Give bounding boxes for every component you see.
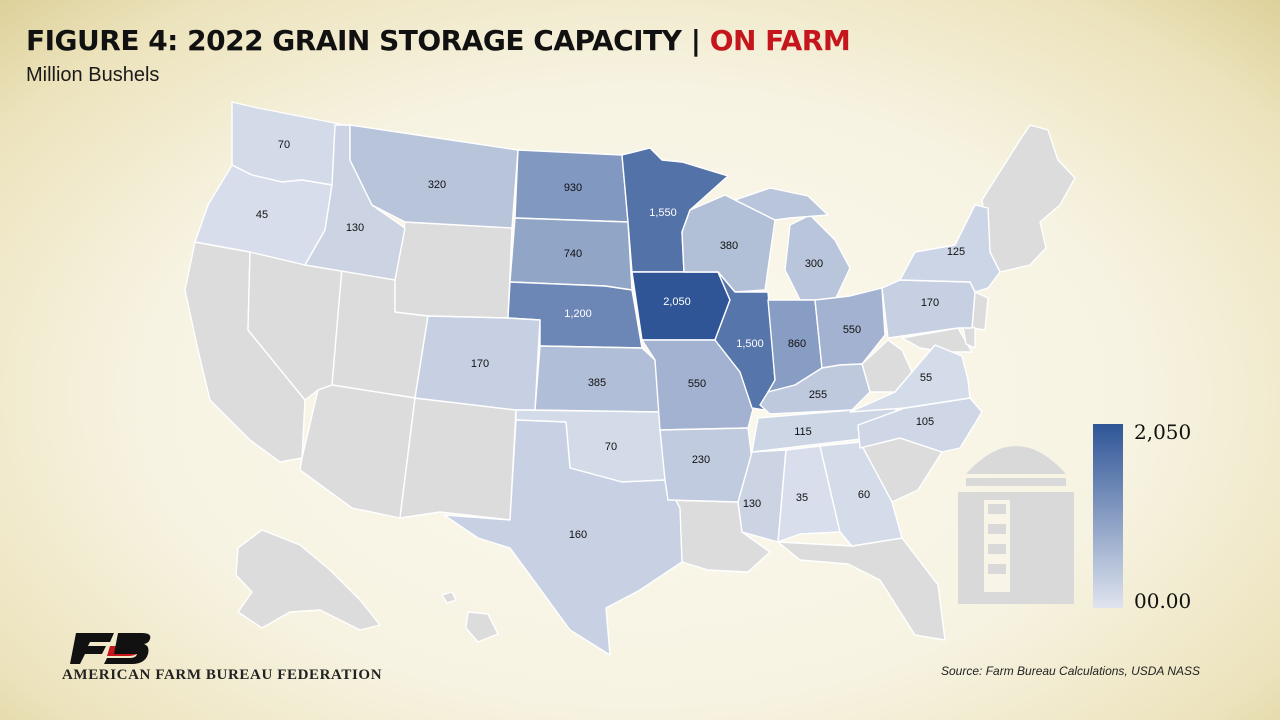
state-value-pa: 170 [921,297,939,309]
state-mi [784,214,851,301]
afbf-logo-icon [70,633,151,664]
title-main: FIGURE 4: 2022 GRAIN STORAGE CAPACITY | [26,24,701,57]
title-accent: ON FARM [709,24,851,57]
state-wy [394,221,513,319]
state-value-nc: 105 [916,416,934,428]
state-value-co: 170 [471,358,489,370]
state-nm [399,397,517,521]
state-ny [899,204,1001,293]
state-ms [737,449,787,543]
subtitle: Million Bushels [26,64,160,86]
data-states [194,101,1001,656]
state-value-mo: 550 [688,378,706,390]
state-value-mn: 1,550 [649,207,677,219]
state-value-tx: 160 [569,529,587,541]
state-va [849,344,971,413]
state-ak [235,529,381,631]
state-value-va: 55 [920,372,932,384]
state-hi [441,591,457,604]
state-hi-2 [465,611,499,643]
state-al [777,445,841,543]
state-value-ia: 2,050 [663,296,691,308]
state-value-nd: 930 [564,182,582,194]
state-value-ok: 70 [605,441,617,453]
legend-color-scale [1093,424,1123,608]
state-value-in: 860 [788,338,806,350]
state-fl [777,537,946,641]
legend-min-label: 00.00 [1134,589,1192,613]
state-ky [759,363,871,415]
state-az [299,384,416,519]
state-value-ga: 60 [858,489,870,501]
state-il [714,271,776,411]
organization-name: AMERICAN FARM BUREAU FEDERATION [62,667,383,683]
state-tx [443,419,683,656]
state-value-id: 130 [346,222,364,234]
state-value-il: 1,500 [736,338,764,350]
grain-bin-icon [958,446,1074,604]
legend-max-label: 2,050 [1134,420,1192,444]
state-value-sd: 740 [564,248,582,260]
page-title: FIGURE 4: 2022 GRAIN STORAGE CAPACITY | … [26,24,851,57]
no-data-states [184,124,1076,643]
source-note: Source: Farm Bureau Calculations, USDA N… [941,664,1200,678]
state-new-england [981,124,1076,273]
state-value-al: 35 [796,492,808,504]
state-value-wi: 380 [720,240,738,252]
state-value-ks: 385 [588,377,606,389]
state-pa [881,279,976,339]
state-value-oh: 550 [843,324,861,336]
state-value-or: 45 [256,209,268,221]
state-value-ne: 1,200 [564,308,592,320]
state-value-ny: 125 [947,246,965,258]
state-value-ky: 255 [809,389,827,401]
value-labels: 70 45 130 320 930 740 1,200 385 170 70 160 1,550 2,0… [256,139,965,541]
state-value-mi: 300 [805,258,823,270]
state-value-ar: 230 [692,454,710,466]
state-value-ms: 130 [743,498,761,510]
state-mi-upper [734,187,829,221]
state-value-tn: 115 [794,426,812,438]
state-value-mt: 320 [428,179,446,191]
state-value-wa: 70 [278,139,290,151]
